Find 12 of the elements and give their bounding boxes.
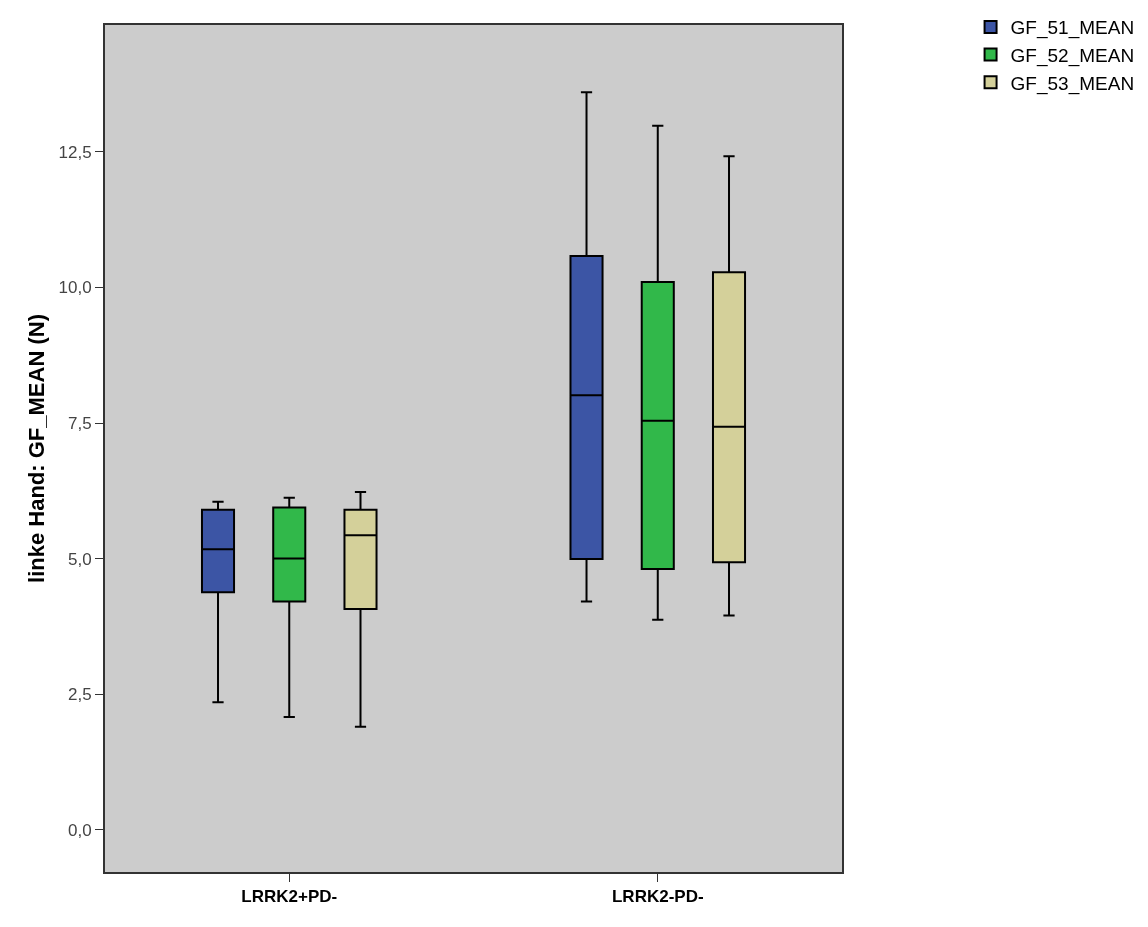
x-tick-label: LRRK2-PD- (611, 887, 704, 907)
y-axis-title: linke Hand: GF_MEAN (N) (23, 314, 49, 583)
y-tick-label: 2,5 (67, 685, 92, 705)
y-tick-label: 5,0 (67, 549, 92, 569)
y-tick-label: 10,0 (58, 278, 92, 298)
y-tick-label: 7,5 (67, 413, 92, 433)
y-tick-label: 0,0 (67, 820, 92, 840)
legend-label: GF_52_MEAN (1010, 45, 1135, 68)
x-tick-label: LRRK2+PD- (241, 887, 338, 907)
legend-label: GF_53_MEAN (1010, 72, 1135, 95)
legend-label: GF_51_MEAN (1010, 17, 1135, 40)
y-tick-label: 12,5 (58, 142, 92, 162)
